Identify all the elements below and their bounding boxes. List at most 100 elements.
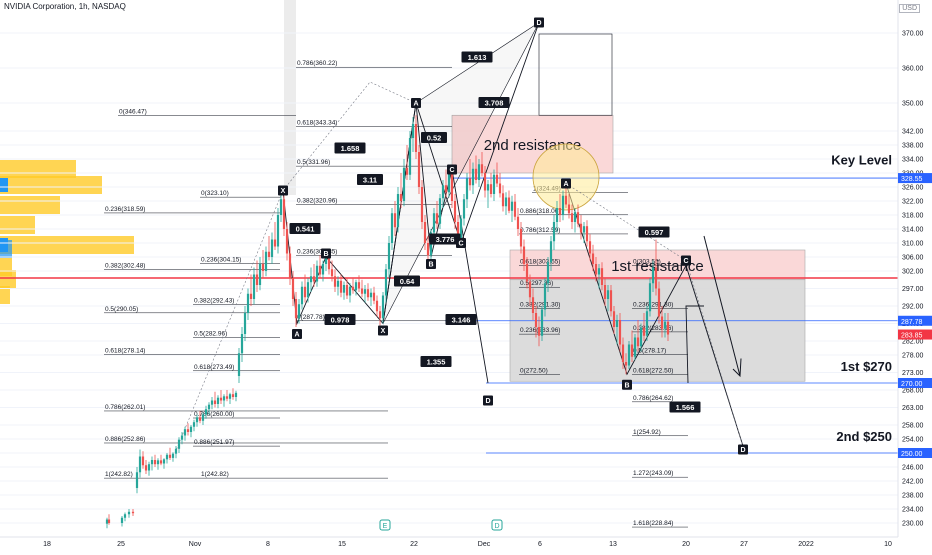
volume-bar [0,196,60,214]
candle-body [201,414,205,421]
candle-body [222,396,226,401]
candle-body [468,178,472,186]
fib-label: 0.5(278.17) [633,347,666,354]
time-tick-label: Dec [478,541,491,548]
candle-body [264,251,268,271]
candle-body [219,397,223,401]
fib-label: 0.236(304.85) [297,248,337,255]
price-tick-label: 322.00 [902,199,924,206]
fib-label: 0(272.50) [520,367,548,374]
candle-body [255,274,259,285]
candle-body [288,253,292,278]
pattern-point [292,329,302,339]
time-tick-label: Nov [189,541,202,548]
price-tick-label: 238.00 [902,493,924,500]
pattern-dashed [282,81,417,191]
candle-body [540,309,544,336]
candle-body [642,327,646,336]
candle-body [600,268,604,285]
candle-body [639,327,643,347]
ratio-box [638,226,670,238]
harmonic-patterns [174,21,744,454]
candle-body [366,289,370,298]
volume-bar [0,286,10,304]
pattern-point [447,164,457,175]
fib-label: 0.236(304.15) [201,256,241,263]
candle-body [207,404,211,410]
pattern-point-label: C [683,258,688,265]
candle-body [501,193,505,207]
price-tick-label: 268.00 [902,388,924,395]
fib-label: 0(287.78) [297,314,325,321]
candle-body [138,456,142,473]
ratio-label: 3.146 [452,316,471,325]
ratio-box [478,97,510,108]
pattern-point-label: A [413,101,418,108]
highlight-circle [532,143,600,211]
candle-body [483,173,487,191]
fib-levels: 0.786(360.22) 0(346.47) 0.618(343.34) 0.5(3… [104,60,688,528]
candle-body [465,178,469,200]
pattern-point-label: D [740,447,745,454]
fib-label: 0.236(291.30) [633,301,673,308]
ratio-label: 1.658 [341,144,360,153]
pattern-point [681,255,691,266]
candle-body [270,239,274,257]
ratio-box [289,223,321,234]
fib-label: 0(346.47) [119,108,147,115]
fib-label: 0.618(303.55) [520,259,560,266]
candle-body [624,362,628,366]
level-annotation: 2nd $250 [836,429,892,444]
level-annotation: 1st $270 [841,359,892,374]
candle-body [498,183,502,194]
candle-body [444,185,448,193]
pattern-dashed [174,190,284,454]
ratio-labels: 1.613 3.708 1.658 0.52 3.11 0.541 3.776 0.597 0.… [289,51,701,413]
currency-badge[interactable]: USD [899,4,920,13]
candle-body [306,282,310,298]
zone-rect [509,279,806,382]
fib-label: 0.786(260.00) [194,411,234,418]
candle-body [240,334,244,354]
price-badge [898,173,932,184]
candle-body [249,293,253,299]
event-marker-label: E [383,523,388,530]
candles [105,115,670,529]
price-tick-label: 370.00 [902,31,924,38]
candle-body [411,124,415,138]
time-tick-label: 2022 [798,541,814,548]
candle-body [177,439,181,449]
pattern-point-label: C [449,167,454,174]
candle-body [312,276,316,282]
candle-body [204,409,208,415]
ratio-box [394,275,420,287]
fib-label: 1.272(243.09) [633,470,673,477]
candle-body [294,299,298,319]
candle-body [168,454,172,458]
price-tick-label: 326.00 [902,185,924,192]
candle-body [414,124,418,152]
ratio-label: 1.613 [468,53,487,62]
price-tick-label: 254.00 [902,437,924,444]
ratio-box [445,314,477,325]
fib-label: 0.5(297.36) [520,280,553,287]
candle-body [123,514,127,518]
candle-body [480,164,484,173]
candle-body [159,460,163,464]
price-levels [0,177,898,454]
pattern-points: X A B X A B C C D D A B C D [278,17,748,455]
candle-body [171,453,175,458]
candle-body [606,290,610,299]
candle-body [297,304,301,319]
candle-body [150,460,154,465]
candle-body [438,198,442,224]
candle-body [471,168,475,186]
fib-label: 0.618(273.49) [194,364,234,371]
pattern-point-label: C [458,241,463,248]
candle-body [195,417,199,423]
price-tick-label: 314.00 [902,227,924,234]
candle-body [333,276,337,287]
